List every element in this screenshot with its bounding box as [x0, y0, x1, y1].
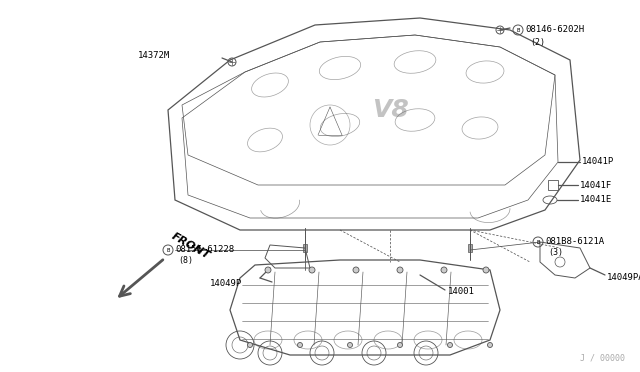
Text: B: B — [166, 247, 170, 253]
Circle shape — [348, 343, 353, 347]
Text: 14001: 14001 — [448, 288, 475, 296]
Text: (3): (3) — [548, 248, 563, 257]
Circle shape — [397, 343, 403, 347]
Text: 081B8-6121A: 081B8-6121A — [545, 237, 604, 247]
Circle shape — [265, 267, 271, 273]
Circle shape — [397, 267, 403, 273]
Bar — [303, 244, 307, 252]
Text: 14041P: 14041P — [582, 157, 614, 167]
Text: B: B — [516, 28, 520, 32]
Text: FRONT: FRONT — [170, 231, 212, 261]
Circle shape — [353, 267, 359, 273]
Text: 14041F: 14041F — [580, 180, 612, 189]
Circle shape — [309, 267, 315, 273]
Text: B: B — [536, 240, 540, 244]
Text: 08156-61228: 08156-61228 — [175, 246, 234, 254]
Text: 14049P: 14049P — [210, 279, 243, 288]
Text: 14049PA: 14049PA — [607, 273, 640, 282]
Text: V8: V8 — [372, 98, 408, 122]
Circle shape — [447, 343, 452, 347]
Circle shape — [483, 267, 489, 273]
Circle shape — [248, 343, 253, 347]
Text: 08146-6202H: 08146-6202H — [525, 26, 584, 35]
Text: J / 00000: J / 00000 — [580, 353, 625, 362]
Bar — [548, 180, 558, 190]
Text: 14041E: 14041E — [580, 196, 612, 205]
Text: (2): (2) — [530, 38, 545, 46]
Text: (8): (8) — [178, 257, 193, 266]
Bar — [468, 244, 472, 252]
Circle shape — [298, 343, 303, 347]
Circle shape — [441, 267, 447, 273]
Circle shape — [488, 343, 493, 347]
Text: 14372M: 14372M — [138, 51, 170, 60]
